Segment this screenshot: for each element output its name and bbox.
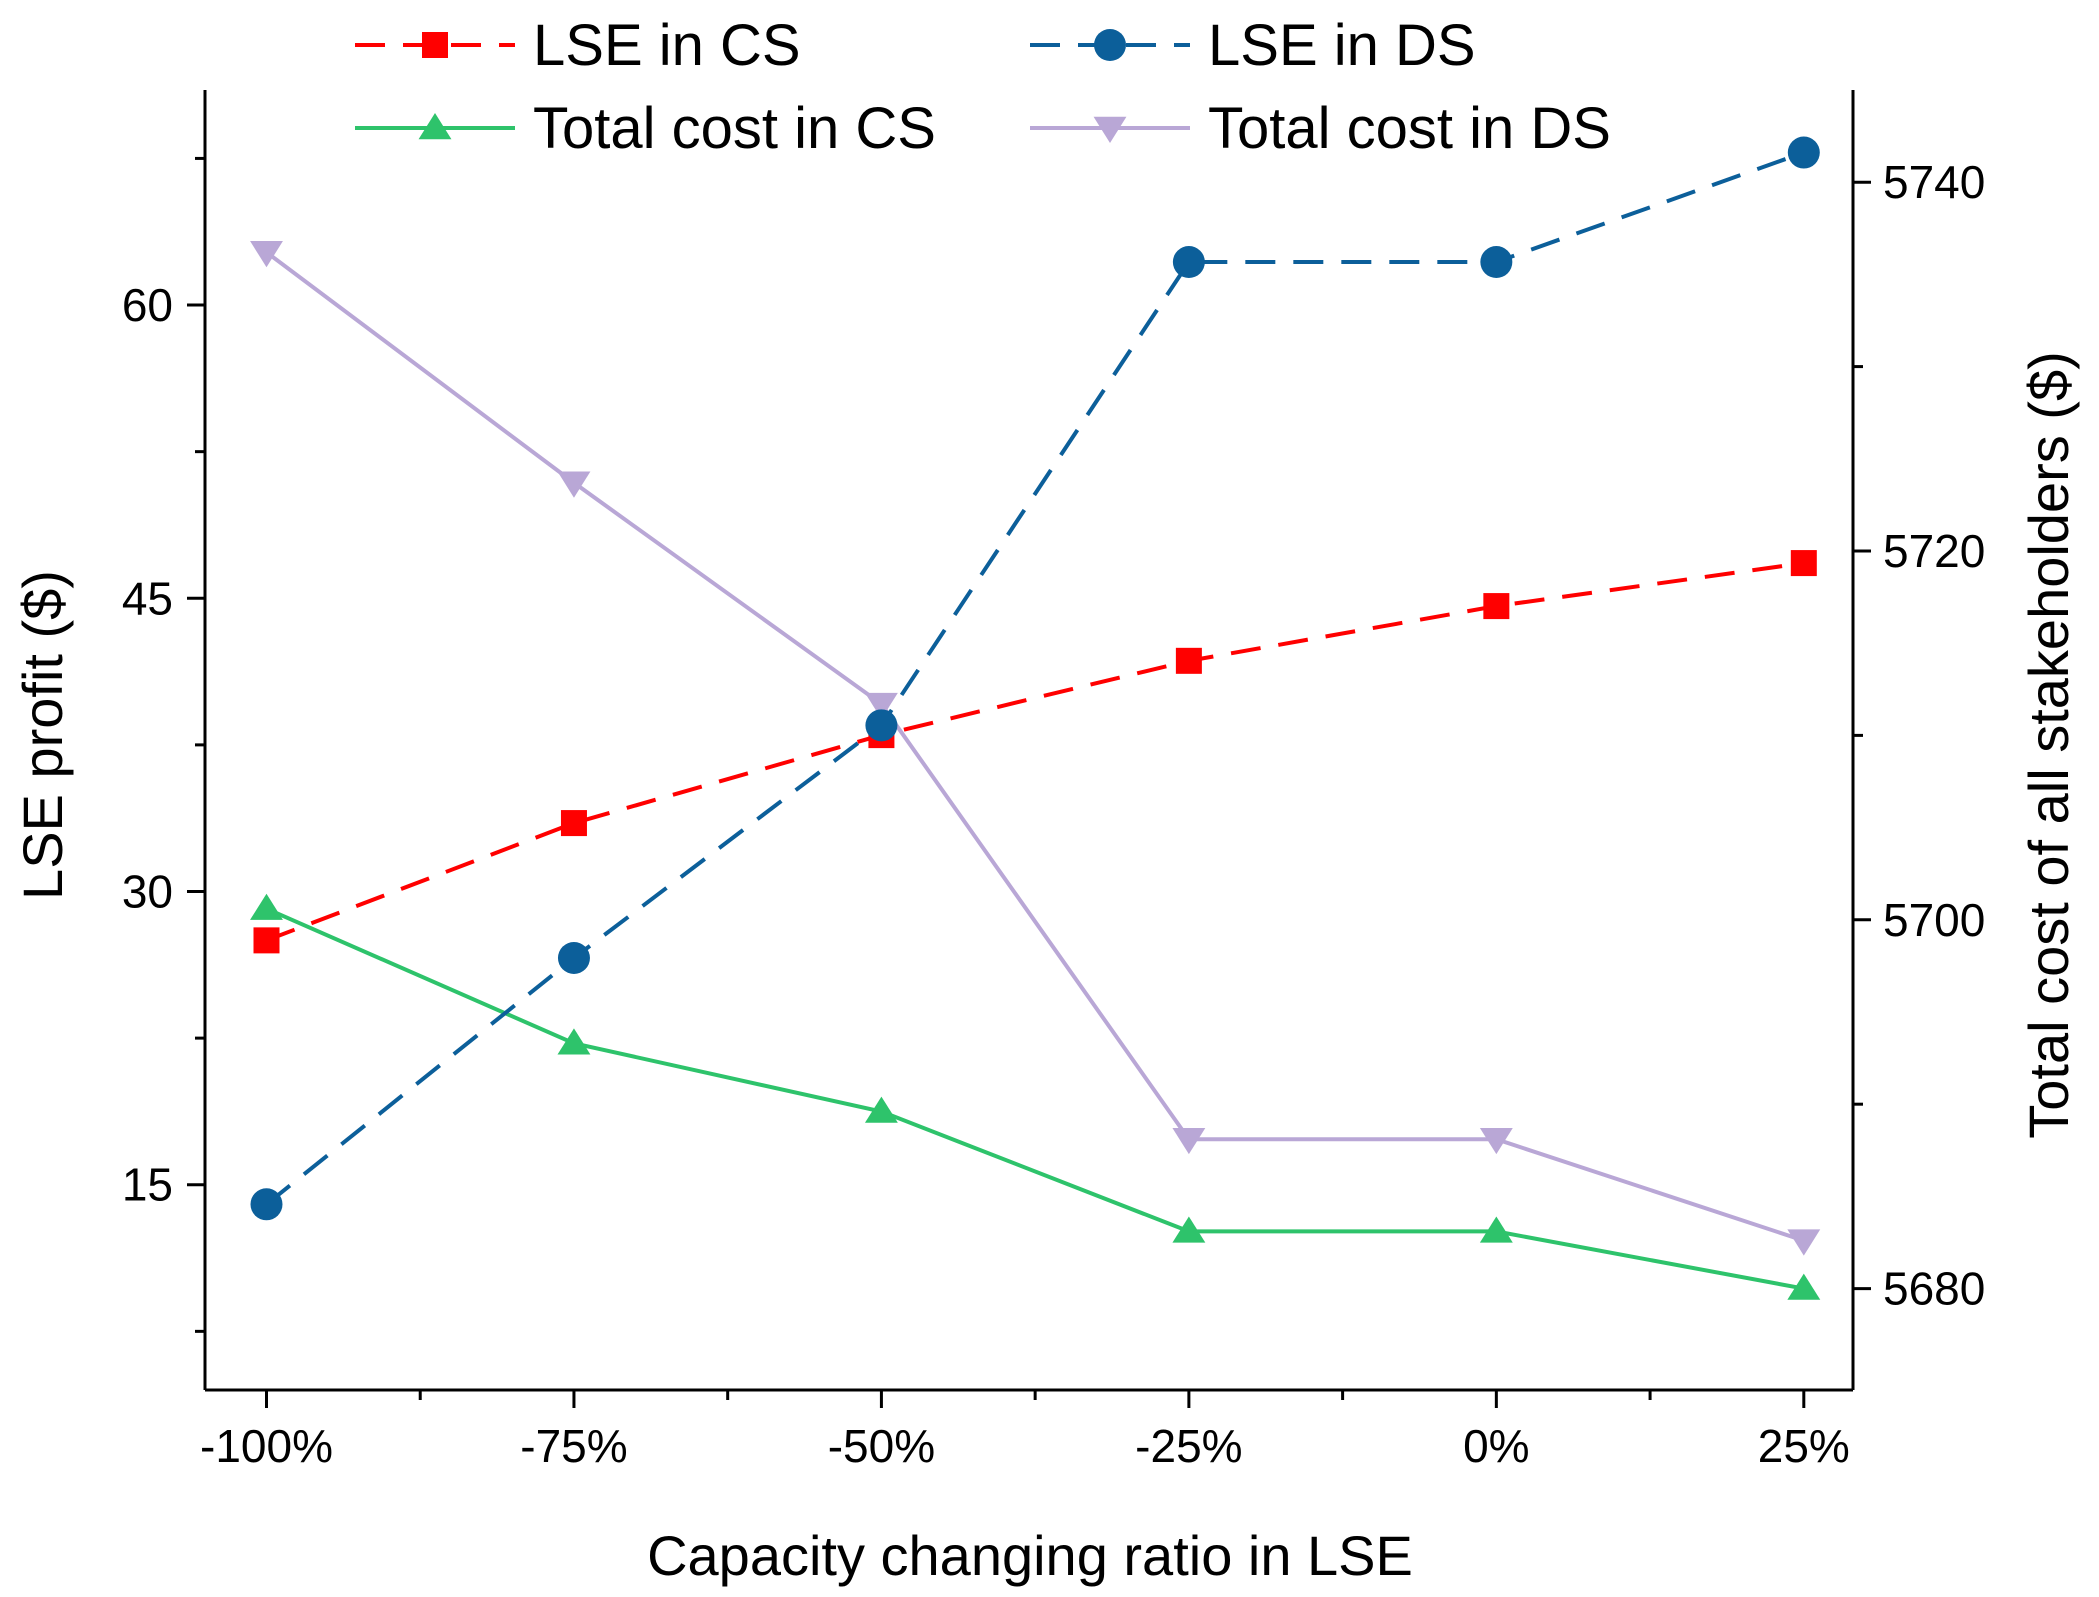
data-point [1479, 1216, 1513, 1243]
data-point [864, 1096, 898, 1123]
legend-marker [418, 113, 452, 140]
x-tick-label: 25% [1758, 1420, 1850, 1472]
series-total-cost-in-cs [250, 893, 1821, 1300]
series-line-lse-in-cs [265, 561, 1805, 943]
right-tick-label: 5720 [1883, 525, 1985, 577]
right-y-axis-title: Total cost of all stakeholders ($) [2017, 351, 2080, 1138]
right-tick-label: 5680 [1883, 1263, 1985, 1315]
data-point [1790, 550, 1817, 577]
data-point [1480, 246, 1513, 279]
data-point [557, 941, 590, 974]
left-tick-label: 15 [122, 1159, 173, 1211]
right-y-axis: 5680 5700 5720 5740 [1853, 156, 1985, 1315]
x-tick-label: -50% [828, 1420, 935, 1472]
data-point [1479, 1128, 1513, 1155]
legend-item-total-cost-in-ds: Total cost in DS [1030, 96, 1611, 161]
legend-item-lse-in-cs: LSE in CS [355, 13, 801, 78]
left-tick-label: 60 [122, 279, 173, 331]
series-line-lse-in-ds [265, 150, 1805, 1206]
x-axis: -100% -75% -50% -25% 0% 25% [200, 1390, 1850, 1472]
plot-series [250, 136, 1821, 1300]
data-point [1172, 1216, 1206, 1243]
series-line-total-cost-in-cs [265, 906, 1805, 1291]
x-axis-title: Capacity changing ratio in LSE [647, 1524, 1413, 1587]
legend-marker [422, 32, 448, 58]
legend-label: Total cost in CS [533, 96, 936, 161]
data-point [1172, 1128, 1206, 1155]
data-point [250, 1188, 283, 1221]
data-point [1175, 647, 1202, 674]
legend-label: LSE in DS [1208, 13, 1476, 78]
left-y-axis: 15 30 45 60 [122, 156, 205, 1333]
right-tick-label: 5740 [1883, 156, 1985, 208]
data-point [1787, 1229, 1821, 1256]
data-point [1787, 1273, 1821, 1300]
x-tick-label: -100% [200, 1420, 333, 1472]
data-point [1787, 136, 1820, 169]
series-lse-in-ds [250, 136, 1820, 1221]
left-tick-label: 45 [122, 572, 173, 624]
legend-item-total-cost-in-cs: Total cost in CS [355, 96, 936, 161]
data-point [865, 709, 898, 742]
legend: LSE in CS LSE in DS Total cost in CS Total … [355, 13, 1611, 161]
legend-label: Total cost in DS [1208, 96, 1611, 161]
x-tick-label: -75% [520, 1420, 627, 1472]
left-y-axis-title: LSE profit ($) [11, 570, 74, 900]
legend-label: LSE in CS [533, 13, 801, 78]
axes-frame [203, 90, 1855, 1392]
legend-marker [1093, 116, 1127, 143]
data-point [1483, 593, 1510, 620]
x-tick-label: -25% [1135, 1420, 1242, 1472]
right-tick-label: 5700 [1883, 894, 1985, 946]
data-point [250, 893, 283, 920]
series-line-total-cost-in-ds [265, 250, 1805, 1243]
data-point [250, 241, 283, 268]
data-point [864, 692, 898, 719]
legend-item-lse-in-ds: LSE in DS [1030, 13, 1476, 78]
data-point [1172, 246, 1205, 279]
x-tick-label: 0% [1463, 1420, 1529, 1472]
left-tick-label: 30 [122, 866, 173, 918]
legend-marker [1094, 29, 1126, 61]
data-point [560, 810, 587, 837]
series-total-cost-in-ds [250, 241, 1821, 1256]
series-lse-in-cs [253, 550, 1817, 954]
data-point [557, 471, 591, 498]
data-point [253, 927, 280, 954]
data-point [557, 1028, 591, 1055]
